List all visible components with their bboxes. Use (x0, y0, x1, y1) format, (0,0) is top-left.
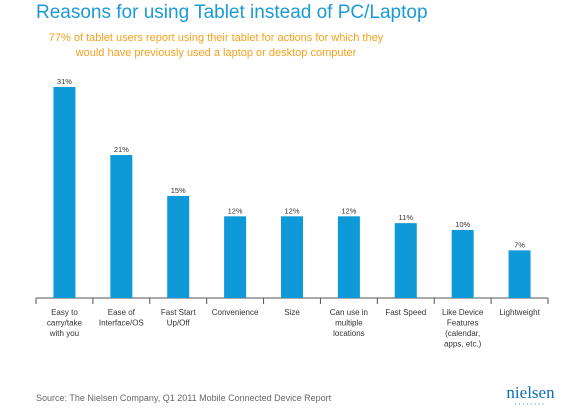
bar (451, 229, 474, 298)
bar (167, 195, 190, 298)
bar-value-label: 12% (341, 206, 356, 215)
category-label: Size (284, 308, 300, 317)
bar-value-label: 21% (114, 145, 129, 154)
bar (53, 87, 76, 298)
category-label: Lightweight (499, 308, 540, 317)
chart-title: Reasons for using Tablet instead of PC/L… (36, 2, 428, 23)
category-label: Convenience (212, 308, 259, 317)
bar (337, 216, 360, 298)
bar (110, 155, 133, 298)
bar-value-label: 10% (455, 220, 470, 229)
bar-value-label: 12% (284, 206, 299, 215)
bar-value-label: 31% (57, 77, 72, 86)
category-label: Fast Start Up/Off (161, 308, 196, 328)
nielsen-logo: nielsen •••••••• (503, 383, 558, 406)
bar-value-label: 11% (399, 213, 414, 222)
category-label: Fast Speed (385, 308, 426, 317)
bar-value-label: 7% (514, 240, 525, 249)
category-label: Like Device Features (calendar, apps, etc.) (442, 308, 484, 349)
category-label: Easy to carry/take with you (47, 308, 83, 338)
logo-dots: •••••••• (514, 401, 547, 406)
bar-value-label: 15% (171, 186, 186, 195)
chart-subtitle: 77% of tablet users report using their t… (48, 32, 384, 59)
bar (508, 250, 531, 298)
category-label: Ease of Interface/OS (99, 308, 144, 328)
bar-value-label: 12% (228, 206, 243, 215)
bar (281, 216, 303, 298)
category-label: Can use in multiple locations (330, 308, 368, 338)
bar (394, 223, 417, 298)
logo-wordmark: nielsen (506, 383, 555, 402)
bar (224, 216, 247, 298)
bar-chart: 31% Easy to carry/take with you 21% Ease of In… (35, 77, 549, 349)
source-note: Source: The Nielsen Company, Q1 2011 Mob… (36, 393, 332, 403)
